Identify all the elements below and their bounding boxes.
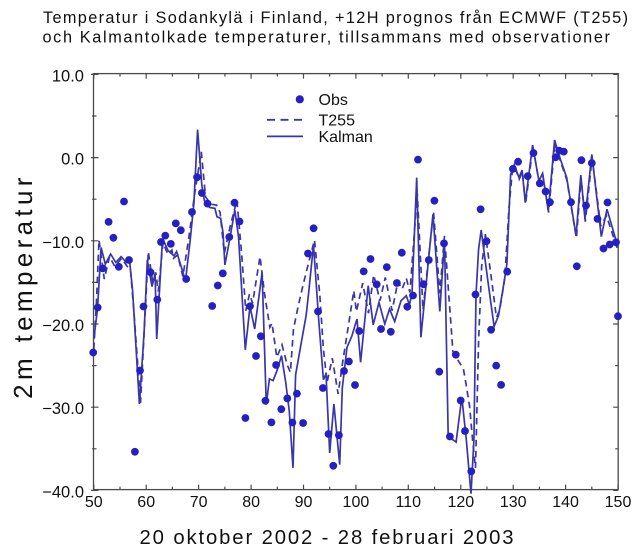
svg-text:−20.0: −20.0 bbox=[42, 317, 84, 335]
svg-text:110: 110 bbox=[396, 494, 422, 511]
svg-text:120: 120 bbox=[447, 494, 474, 511]
svg-text:T255: T255 bbox=[319, 112, 356, 129]
svg-text:90: 90 bbox=[295, 494, 313, 511]
svg-text:10.0: 10.0 bbox=[52, 67, 84, 85]
svg-text:och Kalmantolkade temperaturer: och Kalmantolkade temperaturer, tillsamm… bbox=[43, 29, 612, 47]
svg-text:150: 150 bbox=[605, 494, 632, 511]
svg-text:50: 50 bbox=[85, 494, 103, 511]
svg-text:Temperatur i Sodankylä i Finla: Temperatur i Sodankylä i Finland, +12H p… bbox=[43, 9, 629, 27]
svg-text:130: 130 bbox=[500, 494, 527, 511]
svg-text:−40.0: −40.0 bbox=[42, 483, 84, 501]
svg-text:0.0: 0.0 bbox=[61, 151, 84, 169]
svg-text:2m temperatur: 2m temperatur bbox=[8, 173, 38, 399]
svg-text:Obs: Obs bbox=[319, 92, 348, 109]
svg-text:60: 60 bbox=[137, 494, 155, 511]
svg-text:80: 80 bbox=[242, 494, 260, 511]
svg-text:100: 100 bbox=[343, 494, 370, 511]
svg-text:Kalman: Kalman bbox=[319, 129, 373, 146]
svg-text:140: 140 bbox=[552, 494, 579, 511]
svg-text:−10.0: −10.0 bbox=[42, 234, 84, 252]
svg-text:−30.0: −30.0 bbox=[42, 400, 84, 418]
svg-text:70: 70 bbox=[190, 494, 208, 511]
svg-text:20 oktober 2002 - 28 februari: 20 oktober 2002 - 28 februari 2003 bbox=[140, 527, 516, 549]
